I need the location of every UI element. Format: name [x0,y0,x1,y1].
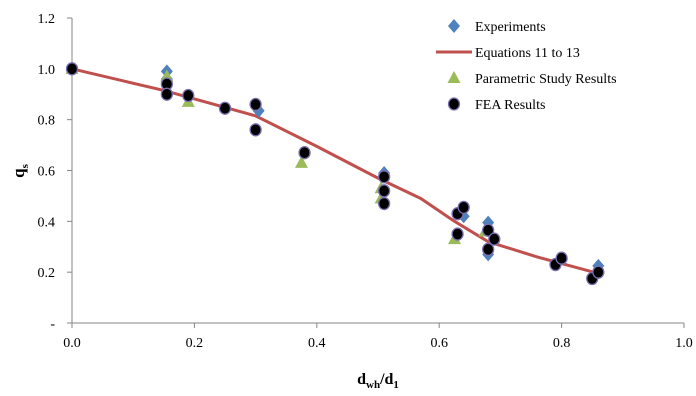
curve-layer [71,67,599,275]
fea-point [249,97,262,112]
legend-label-equations: Equations 11 to 13 [475,46,580,61]
equations-line [71,67,599,275]
fea-point [377,184,391,198]
y-ticks: - 0.2 0.4 0.6 0.8 1.0 1.2 [38,12,72,332]
x-tick-label: 1.0 [675,336,693,351]
y-tick-label: - [50,317,55,332]
marker-layer [65,61,605,286]
fea-point [592,265,605,279]
fea-point [377,170,391,184]
x-tick-label: 0.0 [63,336,81,351]
y-tick-label: 0.6 [38,165,56,180]
x-axis-title: dwh/d1 [357,371,399,391]
legend-label-experiments: Experiments [475,20,546,35]
x-tick-label: 0.4 [308,336,326,351]
legend-swatch-fea [447,97,461,111]
fea-point [65,62,79,76]
legend: Experiments Equations 11 to 13 Parametric … [436,19,617,113]
x-ticks: 0.0 0.2 0.4 0.6 0.8 1.0 [63,323,693,351]
fea-point [218,101,232,115]
y-tick-label: 1.0 [38,63,56,78]
y-tick-label: 0.8 [38,114,56,129]
y-axis-title: qs [9,163,31,177]
legend-label-parametric: Parametric Study Results [475,72,617,87]
x-axis-title-mid: /d [379,371,393,388]
x-tick-label: 0.2 [186,336,204,351]
x-tick-label: 0.8 [553,336,571,351]
fea-point [488,232,501,246]
y-axis-title-main: q [9,168,28,178]
x-axis-title-sub1: wh [366,379,380,391]
fea-point [555,251,568,265]
x-axis-title-sub2: 1 [393,379,399,391]
fea-point [377,196,391,211]
legend-swatch-experiments [448,19,460,33]
y-tick-label: 1.2 [38,12,56,27]
legend-swatch-parametric [447,71,461,83]
y-tick-label: 0.4 [38,215,56,230]
y-axis-title-sub: s [19,163,31,168]
fea-point [182,88,195,103]
x-tick-label: 0.6 [430,336,448,351]
fea-point [457,200,470,215]
y-tick-label: 0.2 [38,266,56,281]
legend-label-fea: FEA Results [475,98,545,113]
fea-point [160,87,174,101]
fea-point [298,146,311,160]
parametric-point [295,155,308,168]
fea-point [482,223,495,237]
fea-point [249,123,262,137]
fea-point [451,227,464,241]
fea-point [482,242,495,256]
x-axis-title-main: d [357,371,366,388]
